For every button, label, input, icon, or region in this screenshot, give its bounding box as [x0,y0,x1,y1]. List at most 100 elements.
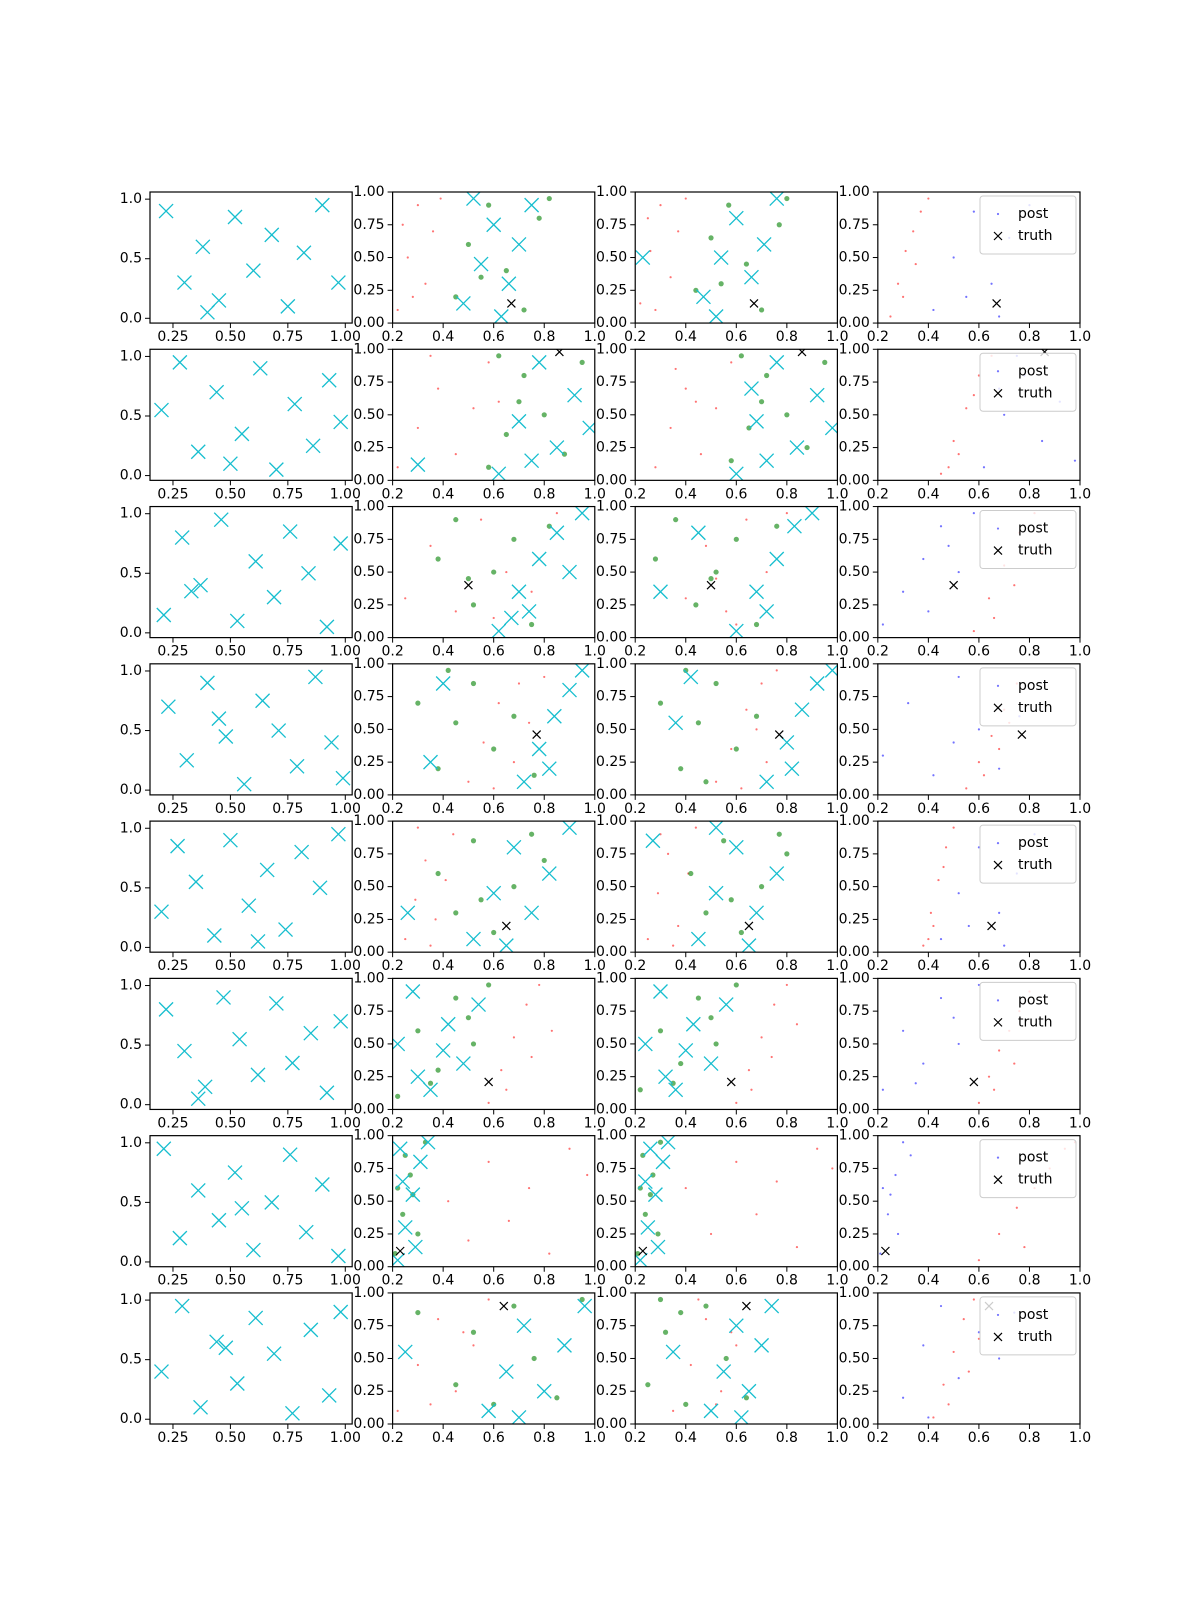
y-tick-label: 0.50 [596,407,627,423]
scatter-marker [998,747,1001,751]
x-tick-label: 1.0 [826,644,848,660]
y-tick-label: 0.75 [353,531,384,547]
scatter-marker [195,239,211,255]
scatter-marker [647,1187,663,1203]
scatter-marker [498,938,514,953]
y-tick-label: 1.00 [839,970,870,986]
scatter-marker [454,610,457,613]
scatter-marker [190,1091,206,1107]
y-tick-label: 0.50 [839,1193,870,1209]
scatter-marker [401,223,404,226]
scatter-marker [314,197,330,213]
scatter-marker [264,1194,280,1210]
y-tick-label: 0.75 [353,217,384,233]
scatter-marker [784,761,800,777]
scatter-marker [650,1239,666,1255]
scatter-marker [714,780,718,783]
scatter-marker [927,937,930,941]
legend: post truth [979,1296,1077,1356]
plot-area [404,506,590,638]
plot-area [392,1135,589,1267]
x-tick-label: 0.4 [675,1273,697,1289]
scatter-marker [396,308,399,312]
y-tick-label: 1.00 [353,1285,384,1301]
scatter-marker [952,1016,955,1019]
scatter-marker [786,518,802,534]
x-tick-label: 0.6 [968,958,990,974]
scatter-marker [759,603,775,619]
scatter-marker [411,295,414,298]
scatter-marker [497,702,500,705]
y-tick-label: 0.5 [120,408,142,424]
scatter-marker [708,235,714,241]
scatter-marker [312,880,328,896]
y-tick-label: 0.75 [596,217,627,233]
scatter-marker [795,1023,799,1026]
scatter-marker [889,1193,892,1196]
scatter-marker [491,746,497,752]
scatter-marker [470,680,477,687]
scatter-marker [284,1405,300,1421]
scatter-marker [738,353,744,359]
scatter-marker [234,426,250,442]
x-tick-label: 0.8 [1018,486,1040,502]
scatter-marker [435,1043,451,1058]
scatter-marker [733,746,739,752]
x-tick-label: 0.4 [432,1430,454,1446]
x-tick-label: 0.4 [432,1273,454,1289]
scatter-marker [252,360,268,376]
x-tick-label: 1.0 [1069,486,1091,502]
scatter-marker [655,1231,661,1237]
scatter-marker [789,440,805,456]
scatter-marker [524,905,540,921]
legend-marker [993,1332,1003,1342]
x-tick-label: 1.0 [1069,329,1091,345]
scatter-marker [998,1232,1001,1236]
scatter-marker [944,846,948,849]
scatter-marker [516,774,532,790]
scatter-marker [436,1318,440,1321]
x-tick-label: 0.2 [867,329,889,345]
scatter-marker [967,1370,970,1373]
scatter-marker [749,413,764,429]
scatter-marker [213,512,229,528]
y-tick-label: 0.50 [839,407,870,423]
scatter-marker [529,831,535,837]
scatter-marker [749,584,764,600]
scatter-marker [424,282,427,285]
scatter-marker [745,708,748,711]
x-tick-label: 1.00 [330,1273,361,1289]
subplot: 0.2 0.4 0.6 0.8 1.0 0.00 0.25 0.50 0.75 1.00 post t… [839,813,1091,974]
scatter-marker [177,275,192,291]
x-tick-label: 1.0 [1069,1430,1091,1446]
scatter-marker [516,399,522,405]
scatter-marker [330,275,346,291]
x-tick-label: 0.6 [968,1115,990,1131]
scatter-marker [914,262,917,266]
scatter-marker [472,1344,475,1347]
scatter-marker [726,202,732,208]
scatter-marker [646,217,649,220]
scatter-marker [690,525,706,541]
y-tick-label: 1.00 [596,656,627,672]
y-tick-label: 1.0 [120,978,142,994]
scatter-marker [922,1344,925,1347]
scatter-marker [416,426,419,430]
y-tick-label: 0.50 [839,1350,870,1366]
subplot: 0.2 0.4 0.6 0.8 1.0 0.00 0.25 0.50 0.75 1.00 [353,970,605,1131]
y-tick-label: 0.75 [596,1160,627,1176]
scatter-marker [492,787,495,790]
scatter-marker [728,466,744,481]
legend-label: post [1018,521,1049,537]
scatter-marker [264,227,280,243]
scatter-marker [957,570,960,574]
subplot: 0.2 0.4 0.6 0.8 1.0 0.00 0.25 0.50 0.75 1.00 post t… [839,1285,1091,1446]
scatter-marker [770,1055,773,1059]
scatter-marker [972,512,975,515]
x-tick-label: 1.0 [826,486,848,502]
x-tick-label: 0.4 [917,958,939,974]
scatter-marker [266,1346,282,1362]
x-tick-label: 0.6 [725,801,747,817]
scatter-marker [952,826,955,829]
scatter-marker [429,944,432,947]
